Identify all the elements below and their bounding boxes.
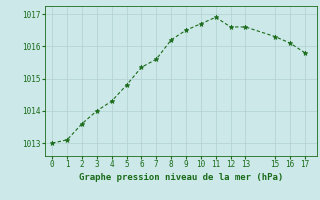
X-axis label: Graphe pression niveau de la mer (hPa): Graphe pression niveau de la mer (hPa) (79, 173, 283, 182)
